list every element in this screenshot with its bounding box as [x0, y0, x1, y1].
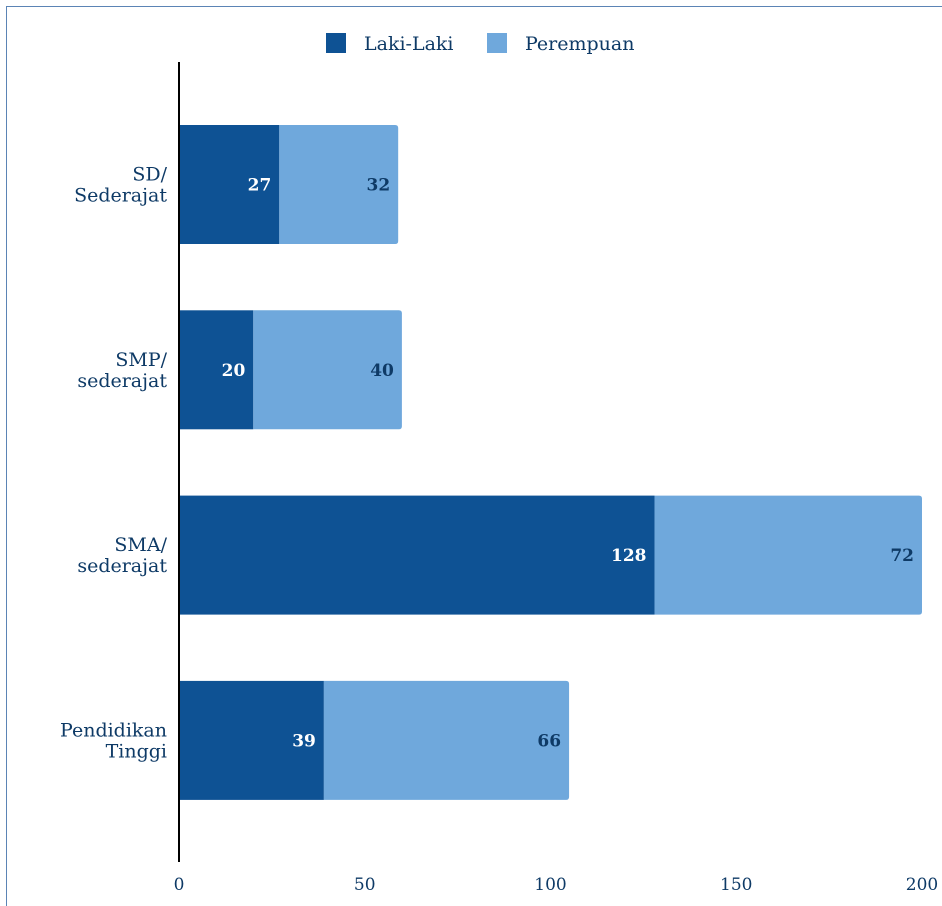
bar-2-series-0 [179, 495, 655, 615]
value-label-1-0: 20 [222, 361, 246, 381]
legend-label-0: Laki-Laki [364, 33, 454, 55]
value-label-1-1: 40 [370, 361, 394, 381]
bars-group: 27 32 20 40 128 72 39 66 [179, 125, 922, 800]
category-label-0: SD/Sederajat [74, 164, 168, 207]
x-tick-label-4: 200 [906, 875, 938, 895]
value-label-2-0: 128 [611, 546, 647, 566]
legend: Laki-Laki Perempuan [326, 33, 634, 55]
value-label-3-1: 66 [537, 731, 561, 751]
value-label-0-1: 32 [367, 176, 391, 196]
category-label-3: Pendidikan Tinggi [60, 719, 167, 762]
legend-swatch-1 [487, 33, 507, 53]
value-label-3-0: 39 [292, 731, 316, 751]
category-labels: SD/Sederajat SMP/sederajat SMA/sederajat Pe… [60, 164, 168, 763]
chart-frame [6, 6, 942, 906]
bar-2-series-1 [654, 495, 922, 615]
legend-swatch-0 [326, 33, 346, 53]
bar-0-series-0 [179, 125, 280, 244]
bar-3-series-1 [323, 680, 570, 800]
x-tick-label-3: 150 [720, 875, 752, 895]
value-label-2-1: 72 [890, 546, 914, 566]
x-tick-label-0: 0 [174, 875, 185, 895]
bar-1-series-0 [179, 310, 254, 430]
category-label-2: SMA/sederajat [77, 534, 167, 577]
x-tick-labels: 0 50 100 150 200 [174, 875, 939, 895]
bar-1-series-1 [253, 310, 402, 430]
x-tick-label-2: 100 [534, 875, 566, 895]
category-label-1: SMP/sederajat [77, 349, 167, 392]
x-tick-label-1: 50 [354, 875, 376, 895]
value-label-0-0: 27 [248, 176, 272, 196]
bar-3-series-0 [179, 680, 324, 800]
bar-0-series-1 [279, 125, 399, 244]
legend-label-1: Perempuan [525, 33, 634, 55]
